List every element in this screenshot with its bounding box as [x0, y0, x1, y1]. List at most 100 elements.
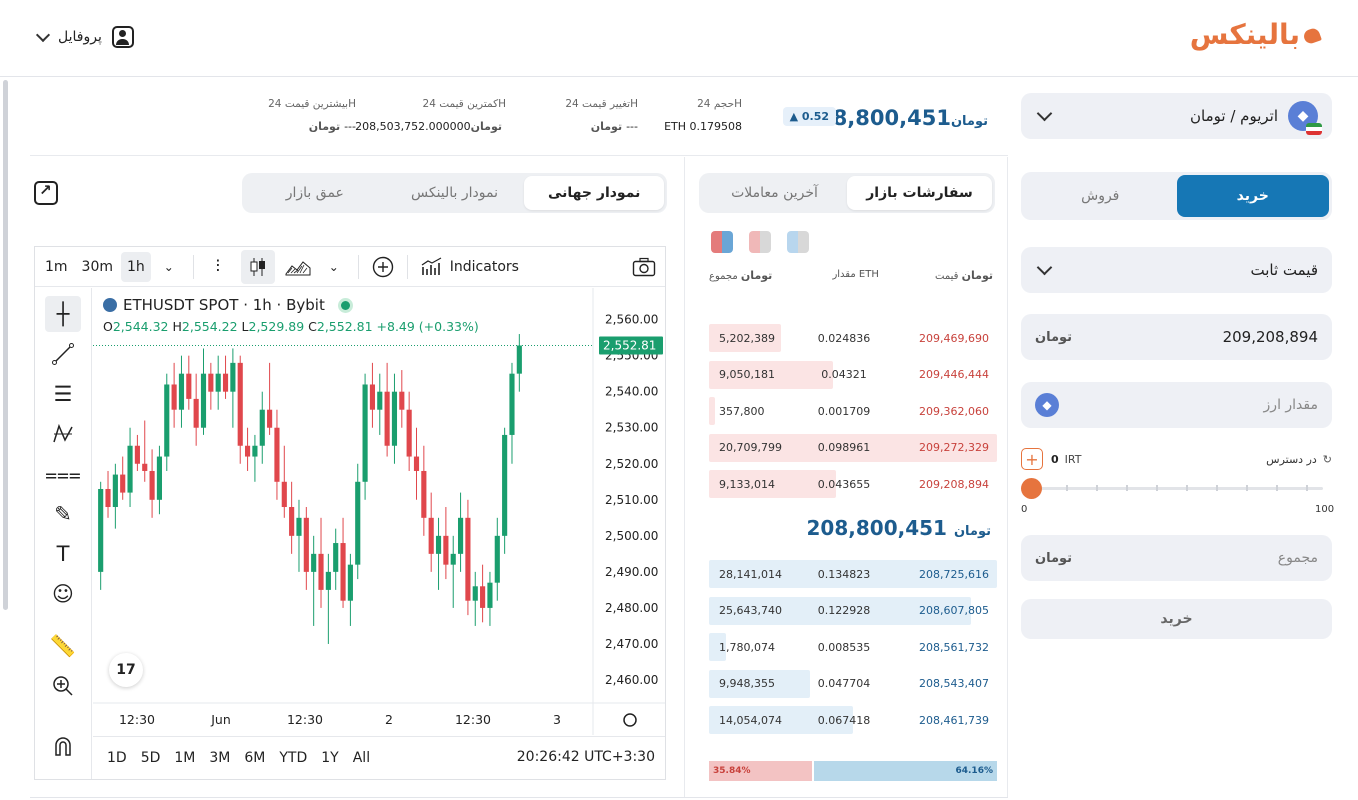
pair-selector[interactable]: اتریوم / تومان ◆	[1021, 93, 1332, 139]
divider	[357, 254, 359, 279]
fib-lines-icon[interactable]: ☰	[53, 382, 73, 406]
crosshair-icon[interactable]: ┼	[45, 296, 81, 332]
camera-icon[interactable]	[631, 254, 657, 280]
page-scrollbar[interactable]	[3, 80, 8, 610]
logo-mark-icon	[1302, 26, 1322, 46]
range-1d[interactable]: 1D	[107, 750, 127, 766]
tab-recent-trades[interactable]: آخرین معاملات	[731, 185, 818, 201]
view-asks-icon[interactable]	[749, 231, 771, 253]
candle-body	[134, 445, 140, 464]
divider	[406, 254, 408, 279]
row-total: 9,133,014	[719, 477, 775, 491]
add-compare-icon[interactable]	[370, 254, 396, 280]
depth-bar	[709, 706, 853, 734]
range-1m[interactable]: 1M	[174, 750, 196, 766]
sell-tab[interactable]: فروش	[1081, 188, 1120, 204]
bid-row[interactable]: 1,780,074 0.008535 208,561,732	[709, 633, 997, 661]
stat-high: بیشترین قیمت 24H تومان ---	[268, 98, 356, 133]
price-chart-area[interactable]: 2,560.00 2,550.00 2,540.00 2,530.00 2,520.00…	[93, 288, 665, 735]
header-amount: مقدار ETH	[832, 269, 879, 280]
range-3m[interactable]: 3M	[209, 750, 231, 766]
y-tick-label: 2,490.00	[605, 565, 658, 579]
submit-buy-button[interactable]: خرید	[1021, 599, 1332, 639]
tab-global-chart[interactable]: نمودار جهانی	[524, 176, 665, 210]
total-input[interactable]: تومان مجموع	[1021, 535, 1332, 581]
bid-row[interactable]: 9,948,355 0.047704 208,543,407	[709, 669, 997, 698]
candle-body	[428, 517, 434, 554]
bar-style-icon[interactable]: ⫶	[215, 256, 220, 277]
slider-tick	[1246, 485, 1248, 491]
chevron-down-icon[interactable]: ⌄	[163, 259, 174, 274]
row-total: 28,141,014	[719, 567, 782, 581]
order-type-select[interactable]: قیمت ثابت	[1021, 247, 1332, 293]
chevron-down-icon	[1036, 105, 1053, 121]
amount-input[interactable]: ◆ مقدار ارز	[1021, 382, 1332, 428]
slider-tick	[1126, 485, 1128, 491]
row-amount: 0.098961	[817, 441, 871, 454]
expand-icon[interactable]	[34, 181, 58, 205]
tf-1m[interactable]: 1m	[45, 258, 68, 275]
indicators-icon[interactable]	[419, 254, 445, 280]
area-chart-icon[interactable]	[285, 254, 311, 280]
slider-tick	[1306, 485, 1308, 491]
candle-body	[377, 391, 383, 410]
deposit-plus-icon[interactable]: +	[1021, 448, 1043, 470]
slider-tick	[1066, 485, 1068, 491]
range-1y[interactable]: 1Y	[321, 750, 339, 766]
tab-market-orders[interactable]: سفارشات بازار	[847, 176, 992, 210]
text-icon[interactable]: T	[56, 542, 70, 566]
candle-body	[244, 445, 251, 457]
total-placeholder: مجموع	[1277, 550, 1318, 566]
view-bids-icon[interactable]	[787, 231, 809, 253]
slider-tick	[1276, 485, 1278, 491]
ask-row[interactable]: 9,050,181 0.04321 209,446,444	[709, 360, 997, 389]
range-all[interactable]: All	[352, 750, 371, 766]
tab-balinex-chart[interactable]: نمودار بالینکس	[411, 185, 499, 201]
range-ytd[interactable]: YTD	[279, 750, 308, 766]
tf-1h[interactable]: 1h	[121, 251, 151, 282]
trend-line-icon[interactable]	[45, 336, 81, 372]
magnet-icon[interactable]	[45, 728, 81, 764]
chevron-down-icon[interactable]: ⌄	[328, 259, 339, 274]
tradingview-logo-icon[interactable]: 17	[109, 653, 143, 687]
projection-icon[interactable]: ⩶	[45, 461, 81, 486]
ask-row[interactable]: 357,800 0.001709 209,362,060	[709, 397, 997, 425]
ask-row[interactable]: 5,202,389 0.024836 209,469,690	[709, 324, 997, 352]
buy-tab[interactable]: خرید	[1176, 175, 1329, 217]
profile-menu[interactable]: پروفایل	[35, 26, 134, 48]
candle-body	[457, 517, 464, 554]
view-both-icon[interactable]	[711, 231, 733, 253]
tf-30m[interactable]: 30m	[81, 258, 113, 275]
amount-slider[interactable]	[1021, 478, 1332, 500]
bid-row[interactable]: 28,141,014 0.134823 208,725,616	[709, 560, 997, 588]
candle-body	[208, 373, 214, 392]
slider-knob[interactable]	[1021, 478, 1042, 499]
brand-logo[interactable]: بالینکس	[1190, 18, 1322, 51]
ruler-icon[interactable]: 📏	[49, 633, 77, 658]
refresh-icon[interactable]: ↻	[1322, 452, 1332, 466]
tab-depth[interactable]: عمق بازار	[285, 185, 344, 201]
last-price-tag	[599, 336, 663, 355]
bid-row[interactable]: 14,054,074 0.067418 208,461,739	[709, 706, 997, 734]
range-5d[interactable]: 5D	[140, 750, 161, 766]
row-total: 9,050,181	[719, 368, 775, 381]
range-6m[interactable]: 6M	[244, 750, 266, 766]
emoji-icon[interactable]: ☺	[52, 582, 74, 606]
brush-icon[interactable]: ✎	[54, 502, 72, 526]
candle-body	[311, 553, 317, 572]
y-tick-label: 2,540.00	[605, 385, 658, 399]
pattern-icon[interactable]	[45, 416, 81, 452]
ask-row[interactable]: 20,709,799 0.098961 209,272,329	[709, 433, 997, 462]
slider-tick	[1186, 485, 1188, 491]
candles-icon[interactable]	[240, 249, 275, 284]
row-amount: 0.04321	[821, 368, 867, 381]
zoom-in-icon[interactable]	[45, 668, 81, 704]
indicators-button[interactable]: Indicators	[449, 258, 519, 275]
price-input[interactable]: تومان 209,208,894	[1021, 314, 1332, 360]
x-tick-label: 12:30	[287, 712, 323, 727]
candle-body	[399, 391, 405, 410]
orderbook-tabs: آخرین معاملات سفارشات بازار	[699, 173, 995, 213]
bid-row[interactable]: 25,643,740 0.122928 208,607,805	[709, 596, 997, 625]
ask-row[interactable]: 9,133,014 0.043655 209,208,894	[709, 470, 997, 498]
chart-clock[interactable]: 20:26:42 UTC+3:30	[516, 749, 655, 765]
